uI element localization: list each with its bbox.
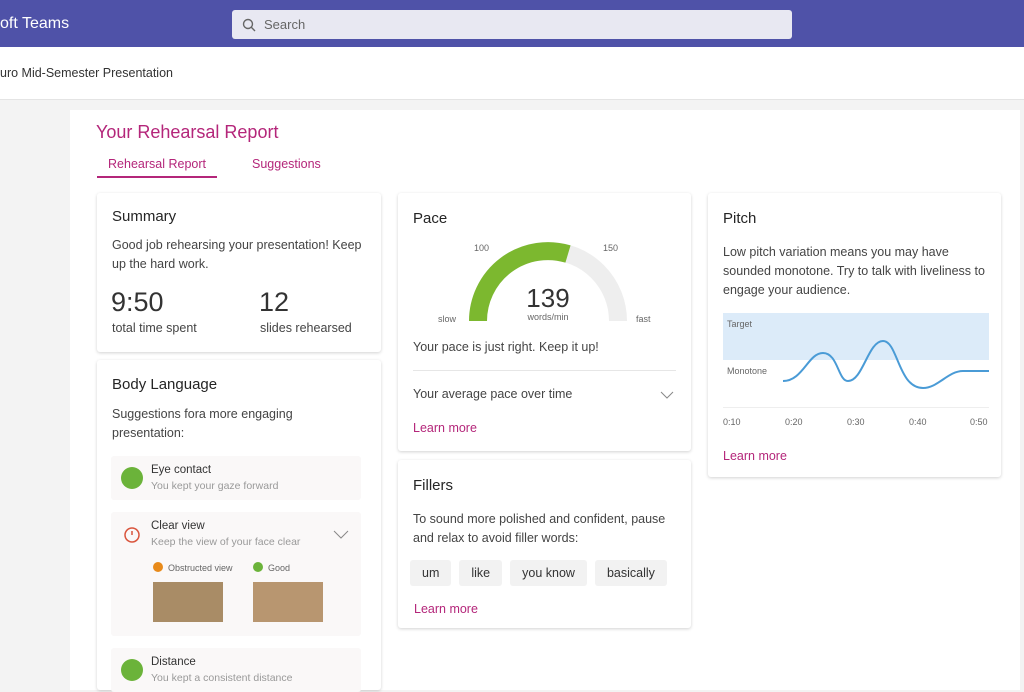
- learn-more[interactable]: Learn more: [413, 421, 477, 435]
- summary-text: Good job rehearsing your presentation! K…: [112, 238, 362, 271]
- card-title: Pitch: [723, 210, 757, 227]
- legend-dot: [153, 562, 163, 572]
- tab[interactable]: Rehearsal Report: [97, 157, 217, 178]
- time-label: 0:30: [847, 417, 865, 427]
- stat-label: total time spent: [112, 321, 197, 335]
- breadcrumb: uro Mid-Semester Presentation: [0, 66, 173, 80]
- legend-label: Obstructed view: [168, 563, 233, 573]
- time-label: 0:20: [785, 417, 803, 427]
- filler-chip: like: [459, 560, 503, 586]
- filler-chip: um: [410, 560, 452, 586]
- pitch-text: Low pitch variation means you may have s…: [723, 245, 985, 297]
- report-title: Your Rehearsal Report: [96, 122, 279, 142]
- filler-chip: you know: [510, 560, 587, 586]
- learn-more[interactable]: Learn more: [723, 449, 787, 463]
- item-title: Clear view: [151, 520, 205, 532]
- search-box[interactable]: Search: [232, 10, 792, 39]
- item-text: Keep the view of your face clear: [151, 536, 301, 548]
- stat-value: 12: [259, 287, 290, 317]
- pitch-card: Pitch Low pitch variation means you may …: [708, 193, 1001, 477]
- gauge-label: 150: [603, 243, 619, 253]
- tab[interactable]: Suggestions: [252, 157, 321, 171]
- gauge-label: fast: [636, 314, 651, 324]
- band-label: Target: [727, 319, 753, 329]
- card-title: Body Language: [112, 376, 218, 393]
- pace-unit: words/min: [527, 312, 569, 322]
- thumbnail: [253, 582, 323, 622]
- stat-label: slides rehearsed: [260, 321, 352, 335]
- check-icon: [121, 659, 143, 681]
- pitch-graph: [723, 313, 989, 408]
- fillers-card: Fillers To sound more polished and confi…: [398, 460, 691, 628]
- legend-dot: [253, 562, 263, 572]
- filler-chip: basically: [594, 560, 667, 586]
- expander[interactable]: Your average pace over time: [413, 387, 573, 401]
- pace-value: 139: [526, 283, 570, 313]
- card-title: Pace: [413, 210, 448, 227]
- warning-icon: [124, 527, 140, 543]
- app-name: oft Teams: [0, 15, 70, 32]
- pace-card: Pace slow 100 150 fast 139 words/min You…: [398, 193, 691, 451]
- time-label: 0:10: [723, 417, 741, 427]
- breadcrumb-bar: uro Mid-Semester Presentation: [0, 47, 1024, 100]
- gauge-label: slow: [438, 314, 457, 324]
- item-text: You kept a consistent distance: [151, 672, 293, 684]
- top-bar: oft Teams Search: [0, 0, 1024, 47]
- divider: [413, 370, 676, 371]
- chevron[interactable]: [660, 391, 674, 400]
- time-label: 0:40: [909, 417, 927, 427]
- pace-message: Your pace is just right. Keep it up!: [413, 340, 599, 354]
- legend-label: Good: [268, 563, 291, 573]
- thumbnail: [153, 582, 223, 622]
- fillers-text: To sound more polished and confident, pa…: [413, 512, 666, 545]
- gauge: [469, 242, 627, 322]
- item-title: Distance: [151, 656, 196, 668]
- body-language-card: Body Language Suggestions fora more enga…: [97, 360, 381, 692]
- check-icon: [121, 467, 143, 489]
- filler-list: um like you know basically: [410, 560, 675, 586]
- learn-more[interactable]: Learn more: [414, 602, 478, 616]
- time-label: 0:50: [970, 417, 988, 427]
- card-title: Summary: [112, 208, 177, 225]
- search-placeholder: Search: [264, 17, 306, 32]
- band-label: Monotone: [727, 366, 768, 376]
- card-title: Fillers: [413, 477, 453, 494]
- item: Clear view Keep the view of your face cl…: [111, 512, 361, 636]
- item: Distance You kept a consistent distance: [111, 648, 361, 692]
- item-text: You kept your gaze forward: [151, 480, 279, 492]
- stat-value: 9:50: [111, 287, 164, 317]
- item: Eye contact You kept your gaze forward: [111, 456, 361, 500]
- search-icon: [242, 18, 256, 32]
- gauge-label: 100: [474, 243, 490, 253]
- chevron[interactable]: [333, 530, 349, 540]
- item-title: Eye contact: [151, 464, 212, 476]
- intro: Suggestions fora more engaging presentat…: [112, 407, 293, 440]
- summary-card: Summary Good job rehearsing your present…: [97, 193, 381, 352]
